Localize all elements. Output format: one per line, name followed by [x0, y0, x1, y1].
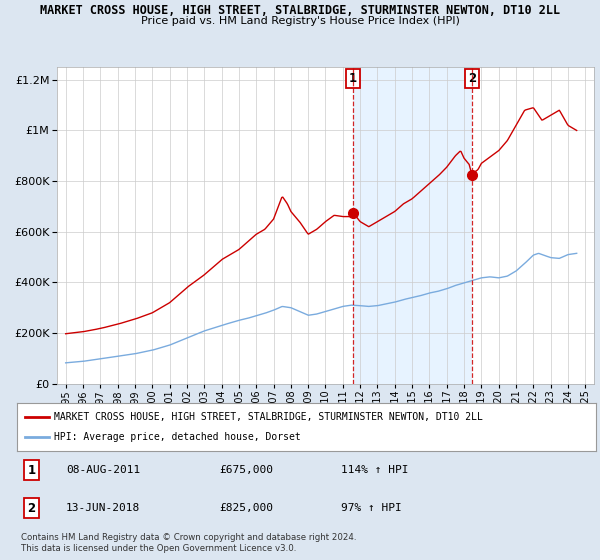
Text: Contains HM Land Registry data © Crown copyright and database right 2024.
This d: Contains HM Land Registry data © Crown c… — [21, 533, 356, 553]
Text: HPI: Average price, detached house, Dorset: HPI: Average price, detached house, Dors… — [55, 432, 301, 442]
Text: 1: 1 — [349, 72, 357, 85]
Text: 2: 2 — [27, 502, 35, 515]
Text: 13-JUN-2018: 13-JUN-2018 — [66, 503, 140, 513]
Text: MARKET CROSS HOUSE, HIGH STREET, STALBRIDGE, STURMINSTER NEWTON, DT10 2LL: MARKET CROSS HOUSE, HIGH STREET, STALBRI… — [55, 412, 484, 422]
Text: 08-AUG-2011: 08-AUG-2011 — [66, 465, 140, 475]
Text: 2: 2 — [468, 72, 476, 85]
Text: £675,000: £675,000 — [220, 465, 274, 475]
Text: £825,000: £825,000 — [220, 503, 274, 513]
Text: MARKET CROSS HOUSE, HIGH STREET, STALBRIDGE, STURMINSTER NEWTON, DT10 2LL: MARKET CROSS HOUSE, HIGH STREET, STALBRI… — [40, 4, 560, 17]
Bar — [353, 67, 472, 384]
Text: 114% ↑ HPI: 114% ↑ HPI — [341, 465, 409, 475]
Text: Price paid vs. HM Land Registry's House Price Index (HPI): Price paid vs. HM Land Registry's House … — [140, 16, 460, 26]
Text: 97% ↑ HPI: 97% ↑ HPI — [341, 503, 402, 513]
Text: 1: 1 — [27, 464, 35, 477]
